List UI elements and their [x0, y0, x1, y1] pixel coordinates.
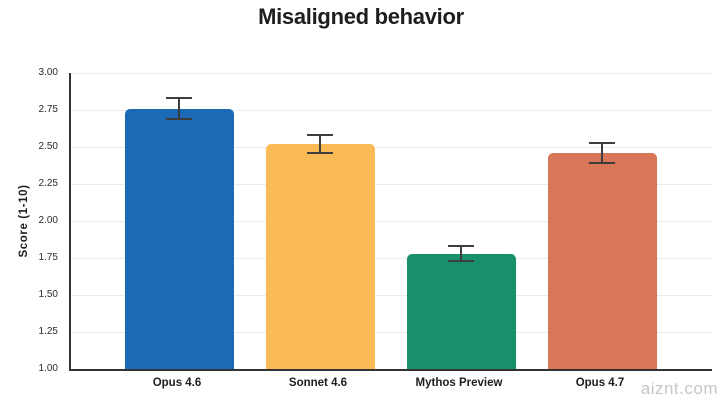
error-bar-bottom-cap-opus-4-7: [589, 162, 615, 165]
gridline-1.50: [71, 295, 712, 296]
bar-sonnet-4-6: [265, 144, 375, 369]
y-tick-2.50: 2.50: [38, 141, 58, 152]
error-bar-line-opus-4-7: [601, 142, 603, 164]
x-tick-mythos-preview: Mythos Preview: [415, 377, 503, 389]
bar-mythos-preview: [406, 253, 516, 369]
error-bar-bottom-cap-sonnet-4-6: [307, 151, 333, 154]
x-tick-opus-4-6: Opus 4.6: [152, 377, 202, 389]
gridline-2.25: [71, 184, 712, 185]
y-tick-1.75: 1.75: [38, 252, 58, 263]
error-bar-line-mythos-preview: [460, 246, 462, 261]
error-bar-top-cap-opus-4-6: [166, 97, 192, 100]
gridline-1.75: [71, 258, 712, 259]
y-tick-3.00: 3.00: [38, 67, 58, 78]
error-bar-line-opus-4-6: [178, 98, 180, 119]
error-bar-top-cap-opus-4-7: [589, 141, 615, 144]
x-tick-opus-4-7: Opus 4.7: [575, 377, 625, 389]
y-tick-1.25: 1.25: [38, 326, 58, 337]
bar-opus-4-6: [124, 108, 234, 369]
error-bar-top-cap-mythos-preview: [448, 245, 474, 248]
x-tick-sonnet-4-6: Sonnet 4.6: [288, 377, 348, 389]
y-tick-2.75: 2.75: [38, 104, 58, 115]
plot-area: [69, 73, 712, 371]
y-tick-1.00: 1.00: [38, 363, 58, 374]
bar-opus-4-7: [547, 152, 657, 369]
gridline-3.00: [71, 73, 712, 74]
error-bar-top-cap-sonnet-4-6: [307, 134, 333, 137]
y-tick-2.00: 2.00: [38, 215, 58, 226]
y-tick-2.25: 2.25: [38, 178, 58, 189]
error-bar-bottom-cap-mythos-preview: [448, 259, 474, 262]
chart-title: Misaligned behavior: [258, 4, 464, 29]
gridline-2.50: [71, 147, 712, 148]
y-tick-1.50: 1.50: [38, 289, 58, 300]
watermark: aiznt.com: [640, 379, 718, 398]
error-bar-bottom-cap-opus-4-6: [166, 117, 192, 120]
gridline-1.25: [71, 332, 712, 333]
gridline-2.00: [71, 221, 712, 222]
gridline-2.75: [71, 110, 712, 111]
error-bar-line-sonnet-4-6: [319, 135, 321, 153]
